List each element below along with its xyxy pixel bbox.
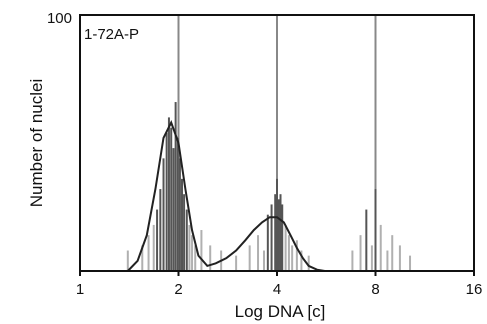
histogram-bar [248, 245, 251, 271]
histogram-bar [174, 102, 177, 271]
histogram-bar [276, 178, 278, 271]
x-tick-label: 4 [273, 281, 281, 298]
histogram-bar [167, 117, 170, 272]
histogram-bar [359, 235, 362, 271]
histogram-bar [181, 178, 184, 271]
histogram-bar [398, 245, 401, 271]
histogram-bar [300, 250, 303, 271]
x-tick-label: 8 [371, 281, 379, 298]
histogram-bar [281, 204, 284, 271]
histogram-bar [262, 250, 265, 271]
histogram-bar [162, 158, 165, 271]
histogram-bar [351, 250, 354, 271]
histogram-bar [365, 209, 368, 271]
histogram-bar [165, 132, 168, 271]
histogram-bar [409, 255, 412, 271]
histogram-bar [291, 245, 294, 271]
histogram-bars [126, 102, 412, 272]
histogram-bar [178, 158, 181, 271]
histogram-bar [152, 224, 155, 271]
histogram-bar [379, 224, 382, 271]
histogram-bar [270, 204, 273, 271]
histogram-bar [185, 209, 188, 271]
histogram-bar [274, 194, 277, 271]
histogram-bar [279, 194, 282, 271]
histogram-bar [183, 194, 186, 271]
histogram-bar [170, 127, 173, 271]
histogram-bar [374, 189, 377, 271]
x-tick-label: 16 [466, 281, 483, 298]
x-tick-label: 2 [174, 281, 182, 298]
x-tick-label: 1 [76, 281, 84, 298]
histogram-bar [307, 255, 310, 271]
histogram-bar [200, 230, 203, 271]
histogram-bar [209, 245, 212, 271]
histogram-bar [191, 235, 194, 271]
histogram-bar [277, 199, 280, 271]
chart-title: 1-72A-P [84, 26, 139, 43]
histogram-bar [287, 235, 290, 271]
histogram-bar [159, 189, 162, 271]
y-axis-label: Number of nuclei [27, 79, 46, 208]
histogram-bar [172, 148, 175, 271]
histogram-bar [295, 240, 298, 271]
histogram-bar [156, 209, 159, 271]
histogram-bar [370, 245, 373, 271]
histogram-bar [188, 224, 191, 271]
histogram-bar [147, 235, 150, 271]
histogram-bar [391, 235, 394, 271]
histogram-bar [284, 224, 287, 271]
fit-curve [127, 119, 325, 272]
y-tick-100: 100 [47, 10, 72, 27]
histogram-bar [141, 245, 144, 271]
x-axis-label: Log DNA [c] [235, 302, 326, 321]
histogram-bar [257, 235, 260, 271]
histogram-bar [194, 245, 197, 271]
histogram-bar [266, 214, 269, 271]
histogram-bar [235, 255, 238, 271]
x-axis-ticks: 1 2 4 8 16 [76, 271, 483, 298]
histogram-bar [386, 250, 389, 271]
histogram-bar [126, 250, 129, 271]
histogram-bar [176, 137, 179, 271]
